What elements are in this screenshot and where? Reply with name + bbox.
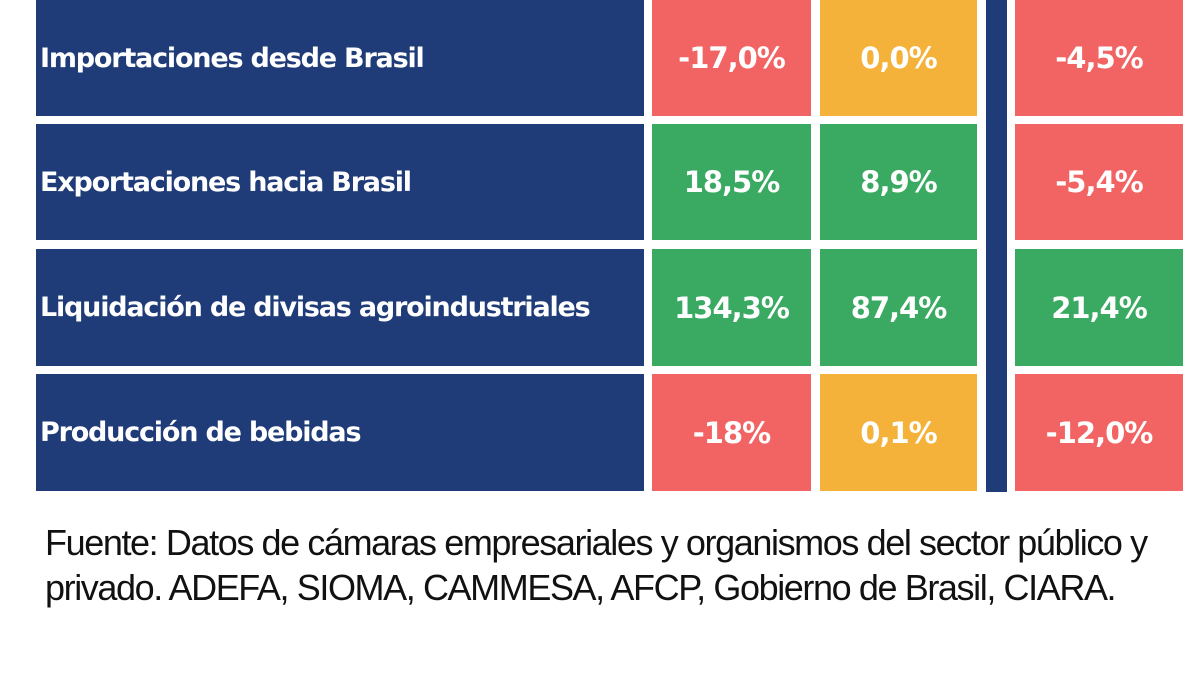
table-row: Producción de bebidas -18% 0,1% -12,0% bbox=[0, 374, 1200, 491]
value-cell: 134,3% bbox=[652, 249, 811, 366]
value-cell: 0,0% bbox=[820, 0, 977, 116]
value-cell: -17,0% bbox=[652, 0, 811, 116]
data-table: Importaciones desde Brasil -17,0% 0,0% -… bbox=[0, 0, 1200, 492]
row-label: Producción de bebidas bbox=[36, 374, 644, 491]
value-cell: 21,4% bbox=[1015, 249, 1183, 366]
value-cell: 87,4% bbox=[820, 249, 977, 366]
column-separator bbox=[986, 0, 1007, 492]
table-row: Liquidación de divisas agroindustriales … bbox=[0, 249, 1200, 366]
value-cell: -5,4% bbox=[1015, 124, 1183, 240]
value-cell: -4,5% bbox=[1015, 0, 1183, 116]
value-cell: 18,5% bbox=[652, 124, 811, 240]
value-cell: 8,9% bbox=[820, 124, 977, 240]
value-cell: -12,0% bbox=[1015, 374, 1183, 491]
table-row: Importaciones desde Brasil -17,0% 0,0% -… bbox=[0, 0, 1200, 116]
table-row: Exportaciones hacia Brasil 18,5% 8,9% -5… bbox=[0, 124, 1200, 240]
row-label: Importaciones desde Brasil bbox=[36, 0, 644, 116]
value-cell: 0,1% bbox=[820, 374, 977, 491]
source-note: Fuente: Datos de cámaras empresariales y… bbox=[45, 522, 1148, 608]
row-label: Exportaciones hacia Brasil bbox=[36, 124, 644, 240]
value-cell: -18% bbox=[652, 374, 811, 491]
row-label: Liquidación de divisas agroindustriales bbox=[36, 249, 644, 366]
